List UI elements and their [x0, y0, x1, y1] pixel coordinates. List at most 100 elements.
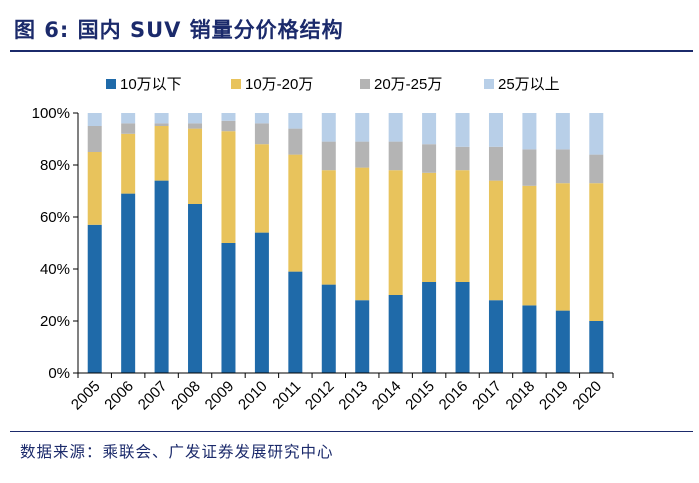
legend-swatch-1	[231, 79, 241, 89]
x-tick-label-2014: 2014	[369, 378, 405, 414]
stacked-bar-chart: 10万以下 10万-20万 20万-25万 25万以上 0% 20% 40% 60% 80% 1…	[32, 76, 614, 414]
bar-2017-series-2	[488, 146, 503, 181]
legend-label-3: 25万以上	[498, 76, 560, 93]
bar-2018-series-0	[522, 305, 537, 373]
x-tick-label-2005: 2005	[68, 378, 104, 414]
bar-2012-series-2	[321, 141, 336, 171]
bar-2014-series-0	[388, 295, 403, 373]
source-note: 数据来源：乘联会、广发证券发展研究中心	[20, 443, 334, 461]
bar-2010-series-1	[254, 144, 269, 233]
bar-2017-series-1	[488, 180, 503, 301]
bar-2007-series-0	[154, 180, 169, 373]
bar-2013-series-3	[355, 113, 370, 142]
bar-2013-series-0	[355, 300, 370, 373]
bar-2011-series-3	[288, 113, 303, 129]
bar-2013-series-1	[355, 167, 370, 301]
bar-2009-series-3	[221, 113, 236, 121]
x-tick-label-2019: 2019	[536, 378, 572, 414]
bar-2005-series-1	[87, 152, 102, 225]
bar-2008-series-3	[188, 113, 203, 124]
bar-2014-series-1	[388, 170, 403, 295]
bar-2019-series-3	[555, 113, 570, 150]
bar-2008-series-2	[188, 123, 203, 129]
bar-2016-series-0	[455, 282, 470, 373]
bar-2018-series-2	[522, 149, 537, 186]
bar-2011-series-1	[288, 154, 303, 272]
y-tick-label-3: 60%	[40, 209, 70, 226]
x-tick-label-2013: 2013	[335, 378, 371, 414]
bar-2009-series-2	[221, 120, 236, 132]
bar-2015-series-1	[422, 172, 437, 282]
legend-swatch-3	[484, 79, 494, 89]
bar-2010-series-2	[254, 123, 269, 145]
x-tick-label-2016: 2016	[436, 378, 472, 414]
x-tick-label-2011: 2011	[269, 378, 304, 413]
bar-2020-series-0	[589, 321, 604, 373]
bar-2016-series-2	[455, 146, 470, 171]
legend-label-1: 10万-20万	[245, 76, 313, 93]
x-tick-label-2017: 2017	[469, 378, 505, 414]
bar-2019-series-1	[555, 183, 570, 311]
x-tick-label-2020: 2020	[569, 378, 605, 414]
bar-2017-series-0	[488, 300, 503, 373]
chart-bars	[87, 113, 604, 373]
x-tick-label-2015: 2015	[402, 378, 438, 414]
bar-2008-series-1	[188, 128, 203, 204]
bar-2012-series-0	[321, 284, 336, 373]
y-tick-label-4: 80%	[40, 157, 70, 174]
y-tick-label-1: 20%	[40, 313, 70, 330]
x-tick-label-2009: 2009	[202, 378, 238, 414]
bar-2009-series-1	[221, 131, 236, 243]
figure-title: 图 6: 国内 SUV 销量分价格结构	[14, 18, 344, 42]
bar-2007-series-3	[154, 113, 169, 124]
bar-2015-series-2	[422, 144, 437, 173]
bar-2012-series-1	[321, 170, 336, 285]
bar-2015-series-3	[422, 113, 437, 145]
bar-2014-series-2	[388, 141, 403, 171]
bar-2009-series-0	[221, 243, 236, 373]
bar-2007-series-1	[154, 126, 169, 181]
bar-2011-series-2	[288, 128, 303, 155]
legend-swatch-0	[106, 79, 116, 89]
bar-2006-series-1	[121, 133, 136, 194]
bar-2007-series-2	[154, 123, 169, 126]
bar-2018-series-3	[522, 113, 537, 150]
y-tick-label-5: 100%	[32, 105, 70, 122]
legend-swatch-2	[360, 79, 370, 89]
bar-2020-series-3	[589, 113, 604, 155]
bar-2016-series-3	[455, 113, 470, 147]
bar-2019-series-2	[555, 149, 570, 184]
chart-legend: 10万以下 10万-20万 20万-25万 25万以上	[106, 76, 560, 93]
bar-2006-series-2	[121, 123, 136, 134]
bar-2005-series-0	[87, 224, 102, 373]
x-tick-label-2010: 2010	[235, 378, 271, 414]
bar-2016-series-1	[455, 170, 470, 282]
bar-2020-series-1	[589, 183, 604, 321]
title-rule	[10, 50, 693, 52]
x-tick-label-2007: 2007	[135, 378, 171, 414]
bar-2017-series-3	[488, 113, 503, 147]
bar-2014-series-3	[388, 113, 403, 142]
bar-2015-series-0	[422, 282, 437, 373]
bar-2006-series-0	[121, 193, 136, 373]
bar-2005-series-2	[87, 126, 102, 152]
bar-2006-series-3	[121, 113, 136, 124]
bar-2011-series-0	[288, 271, 303, 373]
source-rule	[10, 431, 693, 432]
bar-2019-series-0	[555, 310, 570, 373]
legend-label-2: 20万-25万	[374, 76, 442, 93]
bar-2008-series-0	[188, 204, 203, 373]
y-tick-label-0: 0%	[48, 365, 70, 382]
bar-2012-series-3	[321, 113, 336, 142]
bar-2020-series-2	[589, 154, 604, 184]
bar-2010-series-3	[254, 113, 269, 124]
x-tick-label-2006: 2006	[101, 378, 137, 414]
bar-2018-series-1	[522, 185, 537, 306]
x-tick-label-2008: 2008	[168, 378, 204, 414]
legend-label-0: 10万以下	[120, 76, 182, 93]
bar-2005-series-3	[87, 113, 102, 126]
x-tick-label-2018: 2018	[503, 378, 539, 414]
bar-2013-series-2	[355, 141, 370, 168]
x-tick-label-2012: 2012	[302, 378, 338, 414]
